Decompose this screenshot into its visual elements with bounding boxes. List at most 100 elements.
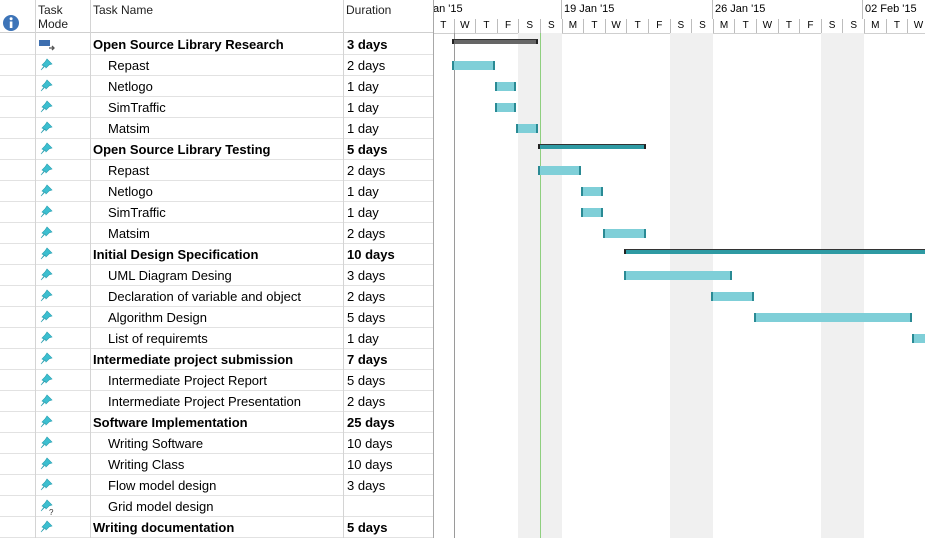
task-name[interactable]: Open Source Library Research [93,37,284,52]
task-duration[interactable]: 2 days [347,226,386,241]
task-bar[interactable] [581,208,603,217]
today-line [540,33,541,538]
task-duration[interactable]: 2 days [347,394,386,409]
task-duration[interactable]: 2 days [347,58,386,73]
task-name[interactable]: Repast [108,58,150,73]
timeline-day-label: W [453,19,476,33]
task-name[interactable]: Netlogo [108,79,153,94]
task-name[interactable]: Flow model design [108,478,217,493]
task-duration[interactable]: 10 days [347,436,393,451]
task-name[interactable]: Repast [108,163,150,178]
task-name-header[interactable]: Task Name [93,3,154,17]
duration-header[interactable]: Duration [346,3,392,17]
summary-bar[interactable] [451,39,538,44]
task-duration[interactable]: 2 days [347,289,386,304]
task-name[interactable]: Algorithm Design [108,310,207,325]
task-name[interactable]: SimTraffic [108,205,166,220]
task-row[interactable]: SimTraffic 1 day [0,97,433,118]
task-duration[interactable]: 1 day [347,184,379,199]
task-row[interactable]: Writing Software 10 days [0,433,433,454]
task-duration[interactable]: 3 days [347,478,386,493]
pin-icon [38,415,56,431]
task-row[interactable]: Open Source Library Testing 5 days [0,139,433,160]
task-name[interactable]: Matsim [108,121,150,136]
task-duration[interactable]: 3 days [347,268,386,283]
task-name[interactable]: SimTraffic [108,100,166,115]
task-row[interactable]: Intermediate Project Report 5 days [0,370,433,391]
task-bar[interactable] [538,166,582,175]
task-duration[interactable]: 1 day [347,79,379,94]
task-bar[interactable] [516,124,538,133]
task-row[interactable]: Writing documentation 5 days [0,517,433,538]
task-row[interactable]: Open Source Library Research 3 days [0,34,433,55]
task-name[interactable]: Intermediate Project Presentation [108,394,301,409]
task-row[interactable]: Initial Design Specification 10 days [0,244,433,265]
task-row[interactable]: ? Grid model design [0,496,433,517]
summary-bar[interactable] [538,144,646,149]
task-row[interactable]: Software Implementation 25 days [0,412,433,433]
task-duration[interactable]: 5 days [347,310,386,325]
task-duration[interactable]: 1 day [347,205,379,220]
task-name[interactable]: Initial Design Specification [93,247,259,262]
task-bar[interactable] [451,61,495,70]
pin-icon [38,142,56,158]
task-bar[interactable] [581,187,603,196]
task-row[interactable]: Writing Class 10 days [0,454,433,475]
auto-schedule-icon [38,37,56,53]
task-duration[interactable]: 25 days [347,415,395,430]
task-duration[interactable]: 1 day [347,121,379,136]
task-bar[interactable] [494,103,517,112]
task-duration[interactable]: 3 days [347,37,388,52]
task-duration[interactable]: 10 days [347,247,395,262]
task-duration[interactable]: 2 days [347,163,386,178]
task-name[interactable]: Open Source Library Testing [93,142,271,157]
task-bar[interactable] [494,82,517,91]
task-row[interactable]: Intermediate project submission 7 days [0,349,433,370]
summary-bar[interactable] [624,249,925,254]
task-name[interactable]: Software Implementation [93,415,248,430]
timeline-day-label: M [712,19,735,33]
pin-icon [38,331,56,347]
task-name[interactable]: Writing Software [108,436,204,451]
task-name[interactable]: Writing Class [108,457,185,472]
task-name[interactable]: Intermediate Project Report [108,373,267,388]
task-row[interactable]: UML Diagram Desing 3 days [0,265,433,286]
task-duration[interactable]: 5 days [347,520,388,535]
task-row[interactable]: Intermediate Project Presentation 2 days [0,391,433,412]
task-duration[interactable]: 10 days [347,457,393,472]
task-row[interactable]: Netlogo 1 day [0,181,433,202]
task-name[interactable]: Intermediate project submission [93,352,294,367]
task-duration[interactable]: 5 days [347,373,386,388]
task-bar[interactable] [602,229,646,238]
task-name[interactable]: UML Diagram Desing [108,268,232,283]
task-duration[interactable]: 5 days [347,142,388,157]
task-name[interactable]: Declaration of variable and object [108,289,301,304]
task-mode-header[interactable]: Task Mode [38,3,69,31]
info-column-header[interactable] [0,0,35,33]
task-row[interactable]: Flow model design 3 days [0,475,433,496]
task-bar[interactable] [710,292,754,301]
task-row[interactable]: SimTraffic 1 day [0,202,433,223]
task-row[interactable]: Netlogo 1 day [0,76,433,97]
task-duration[interactable]: 7 days [347,352,388,367]
task-bar[interactable] [624,271,733,280]
task-name[interactable]: Netlogo [108,184,153,199]
task-row[interactable]: List of requiremts 1 day [0,328,433,349]
task-duration[interactable]: 1 day [347,100,379,115]
task-duration[interactable] [347,496,431,517]
task-name[interactable]: Matsim [108,226,150,241]
task-name[interactable]: Grid model design [108,499,214,514]
task-bar[interactable] [754,313,912,322]
task-row[interactable]: Repast 2 days [0,160,433,181]
task-row[interactable]: Repast 2 days [0,55,433,76]
task-row[interactable]: Algorithm Design 5 days [0,307,433,328]
info-icon [3,15,19,31]
task-name[interactable]: List of requiremts [108,331,208,346]
task-row[interactable]: Matsim 1 day [0,118,433,139]
task-row[interactable]: Matsim 2 days [0,223,433,244]
task-bar[interactable] [911,334,925,343]
task-row[interactable]: Declaration of variable and object 2 days [0,286,433,307]
timeline-day-label: S [820,19,843,33]
task-name[interactable]: Writing documentation [93,520,235,535]
task-duration[interactable]: 1 day [347,331,379,346]
